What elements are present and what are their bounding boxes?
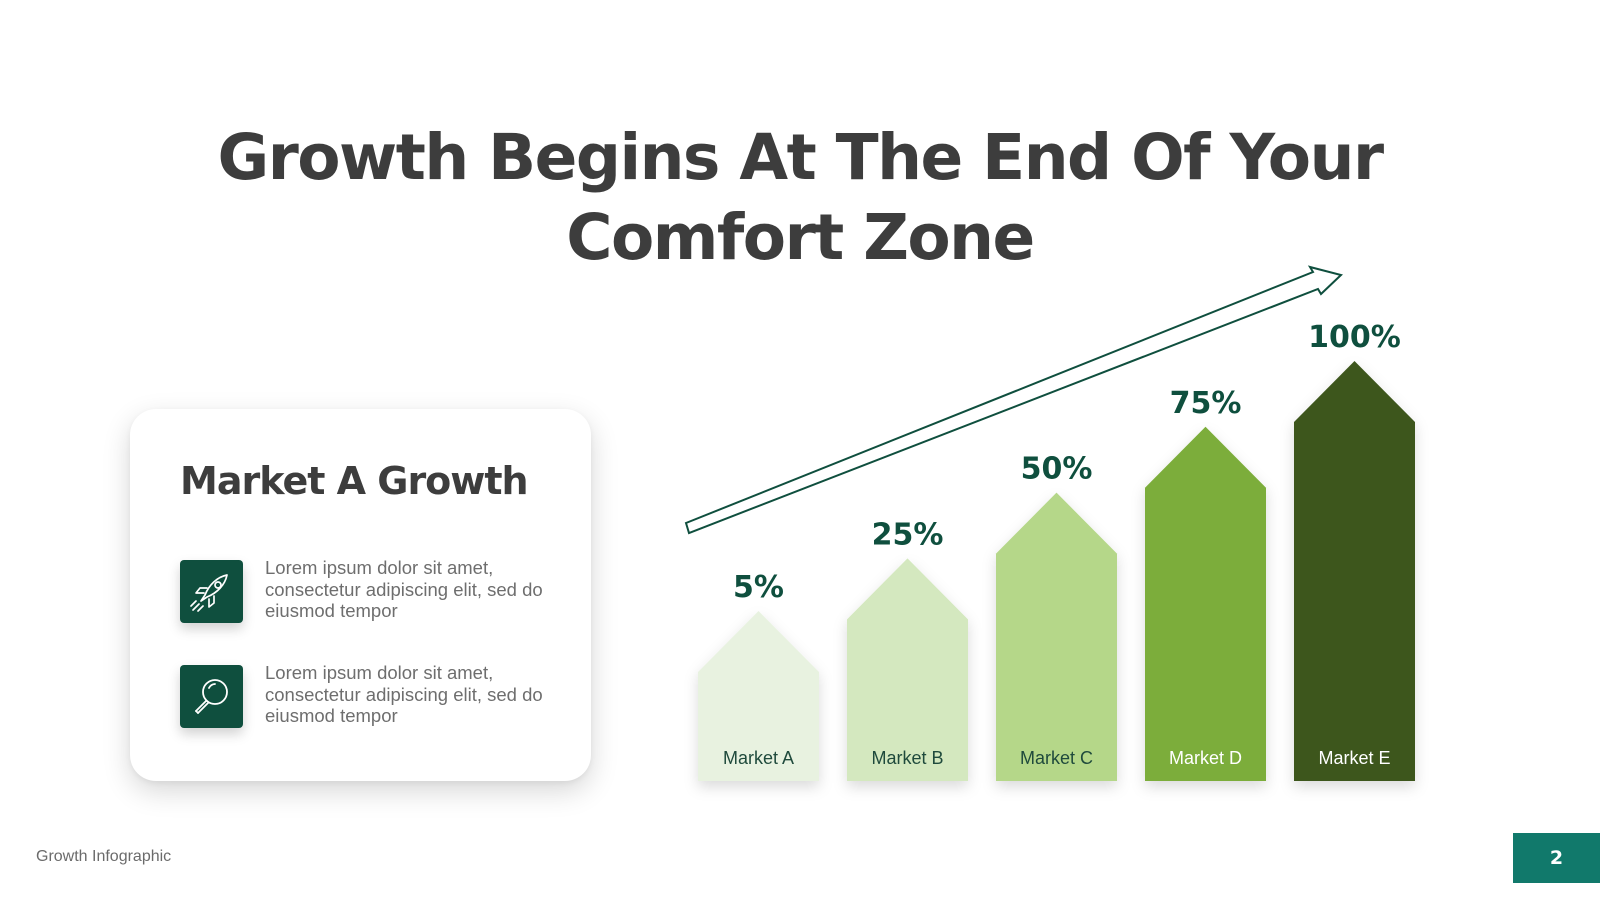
card-item-text: Lorem ipsum dolor sit amet, consectetur … bbox=[265, 662, 543, 726]
value-label: 100% bbox=[1308, 320, 1401, 355]
bar-market-e bbox=[1294, 361, 1415, 781]
category-label: Market C bbox=[1020, 748, 1093, 768]
value-label: 75% bbox=[1170, 386, 1242, 421]
bar-market-c bbox=[996, 492, 1117, 781]
category-label: Market E bbox=[1318, 748, 1390, 768]
value-label: 5% bbox=[733, 570, 784, 605]
category-label: Market D bbox=[1169, 748, 1242, 768]
card-title: Market A Growth bbox=[180, 459, 529, 503]
market-growth-card: Market A Growth Lorem ipsum dolor sit am… bbox=[130, 409, 591, 781]
value-label: 25% bbox=[872, 517, 944, 552]
value-label: 50% bbox=[1021, 452, 1093, 487]
bar-market-b bbox=[847, 558, 968, 781]
card-item-rocket: Lorem ipsum dolor sit amet, consectetur … bbox=[180, 557, 550, 624]
bar-market-d bbox=[1145, 426, 1266, 781]
slide-title: Growth Begins At The End Of Your Comfort… bbox=[217, 121, 1384, 274]
rocket-icon bbox=[180, 560, 243, 623]
bar-market-a bbox=[698, 611, 819, 781]
category-label: Market B bbox=[871, 748, 943, 768]
footer-label: Growth Infographic bbox=[36, 848, 172, 865]
growth-trend-arrow bbox=[684, 265, 1343, 535]
category-label: Market A bbox=[723, 748, 794, 768]
page-number-badge: 2 bbox=[1513, 833, 1600, 883]
card-item-text: Lorem ipsum dolor sit amet, consectetur … bbox=[265, 557, 543, 621]
card-item-search: Lorem ipsum dolor sit amet, consectetur … bbox=[180, 662, 550, 729]
magnifier-icon bbox=[180, 665, 243, 728]
